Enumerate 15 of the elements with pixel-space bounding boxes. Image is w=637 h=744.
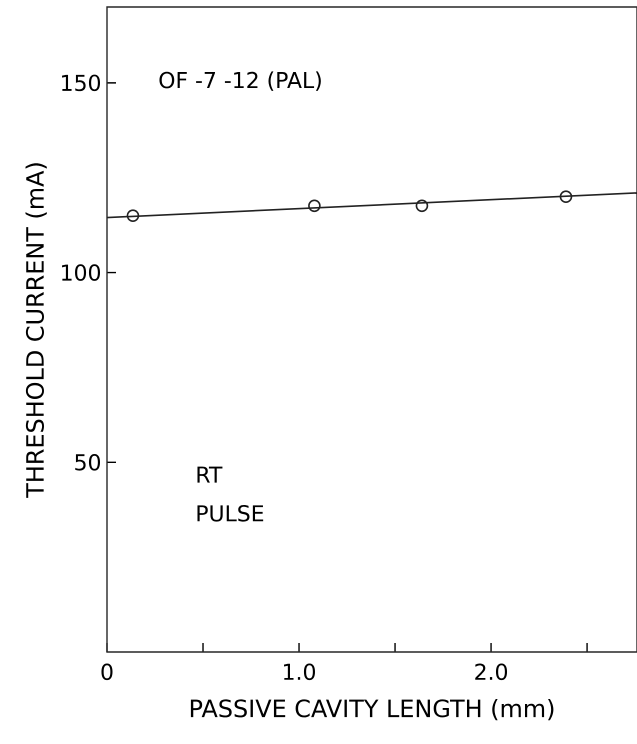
point (416, 200, 428, 212)
x-tick-label: 2.0 (475, 664, 508, 680)
y-tick-label: 100 (62, 264, 100, 281)
y-tick-label: 50 (75, 454, 100, 471)
point (560, 190, 572, 204)
y-tick-label: 150 (62, 74, 100, 92)
annotation: PULSE (197, 505, 264, 522)
point (308, 200, 321, 212)
x-tick-label: 1.0 (284, 664, 315, 680)
annotation: RT (197, 466, 222, 483)
point (126, 209, 140, 222)
y-axis-title: THRESHOLD CURRENT (mA) (26, 163, 47, 498)
x-tick-label: 0 (101, 664, 113, 680)
annotation: OF -7 -12 (PAL) (159, 71, 321, 91)
x-axis-title: PASSIVE CAVITY LENGTH (mm) (190, 698, 554, 720)
